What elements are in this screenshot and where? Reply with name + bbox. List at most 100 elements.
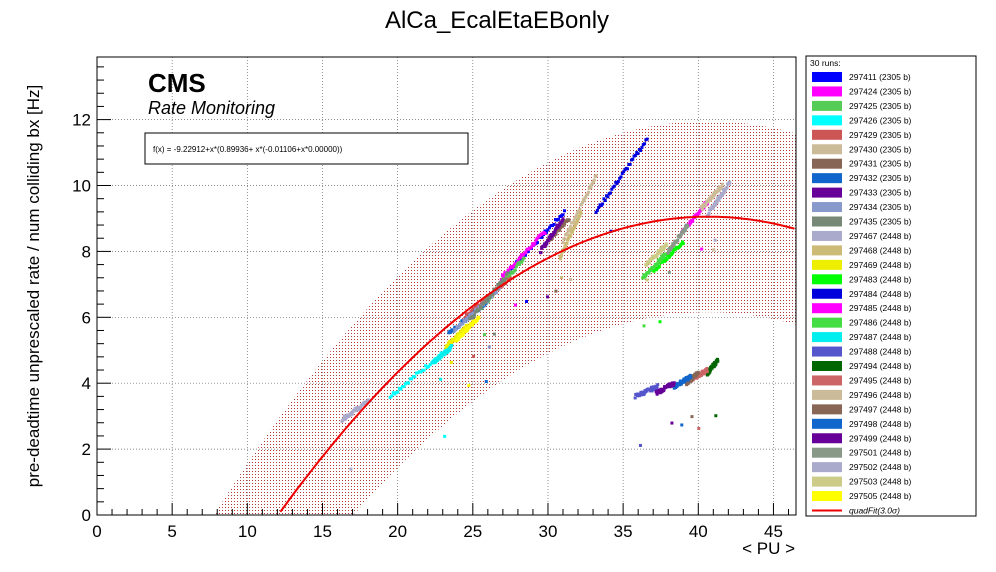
data-point bbox=[712, 364, 716, 368]
data-point bbox=[578, 214, 582, 218]
data-point bbox=[652, 386, 656, 390]
series-297499 bbox=[654, 381, 676, 425]
data-point bbox=[404, 382, 408, 386]
data-point bbox=[672, 383, 676, 387]
series-297484 bbox=[594, 137, 649, 233]
data-point bbox=[612, 184, 616, 188]
data-point bbox=[475, 310, 479, 314]
data-point bbox=[559, 276, 563, 280]
fit-curve-layer bbox=[279, 215, 795, 513]
series-297433 bbox=[538, 217, 565, 299]
data-point bbox=[725, 186, 729, 190]
data-point bbox=[675, 384, 679, 388]
data-point bbox=[439, 351, 443, 355]
data-point bbox=[697, 211, 701, 215]
data-point bbox=[483, 300, 487, 304]
data-point bbox=[586, 192, 590, 196]
legend-swatch bbox=[812, 361, 842, 371]
data-point bbox=[561, 241, 565, 245]
data-point bbox=[672, 243, 676, 247]
data-point bbox=[475, 318, 479, 322]
data-point bbox=[599, 204, 603, 208]
data-point bbox=[485, 299, 489, 303]
data-point bbox=[461, 322, 465, 326]
data-point bbox=[655, 254, 659, 258]
legend-entry: 297503 (2448 b) bbox=[849, 477, 912, 487]
legend-fit-entry: quadFit(3.0σ) bbox=[849, 506, 900, 516]
data-point bbox=[671, 250, 675, 254]
data-point bbox=[670, 421, 674, 425]
legend-swatch bbox=[812, 158, 842, 169]
data-point bbox=[642, 324, 646, 328]
data-point bbox=[603, 199, 607, 203]
data-point bbox=[449, 330, 453, 334]
data-point bbox=[502, 274, 506, 278]
data-point bbox=[440, 355, 444, 359]
data-point bbox=[468, 325, 472, 329]
data-point bbox=[717, 189, 721, 193]
data-point bbox=[488, 295, 492, 299]
data-point bbox=[400, 385, 404, 389]
data-point bbox=[390, 394, 394, 398]
y-tick-label: 2 bbox=[82, 440, 91, 459]
data-point bbox=[691, 219, 695, 223]
data-point bbox=[363, 400, 367, 404]
data-point bbox=[699, 372, 703, 376]
data-point bbox=[483, 333, 487, 337]
data-point bbox=[457, 325, 461, 329]
data-point bbox=[491, 292, 495, 296]
data-point bbox=[650, 389, 654, 393]
data-point bbox=[558, 222, 562, 226]
legend-entry: 297505 (2448 b) bbox=[849, 491, 912, 501]
legend-entry: 297431 (2305 b) bbox=[849, 159, 912, 169]
data-point bbox=[549, 224, 553, 228]
data-point bbox=[697, 426, 701, 430]
data-point bbox=[655, 386, 659, 390]
data-point bbox=[656, 252, 660, 256]
data-point bbox=[691, 377, 695, 381]
data-point bbox=[657, 265, 661, 269]
data-point bbox=[501, 277, 505, 281]
data-point bbox=[655, 384, 659, 388]
data-point bbox=[606, 195, 610, 199]
data-point bbox=[530, 245, 534, 249]
data-point bbox=[444, 347, 448, 351]
data-point bbox=[448, 348, 452, 352]
data-point bbox=[669, 246, 673, 250]
y-tick-label: 4 bbox=[82, 374, 91, 393]
data-point bbox=[674, 382, 678, 386]
data-point bbox=[633, 396, 637, 400]
data-point bbox=[545, 242, 549, 246]
data-point bbox=[427, 364, 431, 368]
data-point bbox=[619, 175, 623, 179]
fit-curve bbox=[279, 215, 795, 513]
data-point bbox=[708, 198, 712, 202]
data-point bbox=[469, 316, 473, 320]
data-point bbox=[419, 370, 423, 374]
data-point bbox=[571, 221, 575, 225]
data-point bbox=[350, 412, 354, 416]
data-point bbox=[425, 366, 429, 370]
data-point bbox=[446, 345, 450, 349]
legend-entry: 297432 (2305 b) bbox=[849, 173, 912, 183]
x-tick-label: 35 bbox=[614, 522, 633, 541]
data-point bbox=[560, 253, 564, 257]
data-point bbox=[543, 245, 547, 249]
data-point bbox=[473, 313, 477, 317]
x-tick-label: 30 bbox=[539, 522, 558, 541]
series-297502 bbox=[705, 180, 732, 242]
data-point bbox=[715, 189, 719, 193]
series-297494 bbox=[705, 357, 720, 418]
data-point bbox=[545, 295, 549, 299]
legend-swatch bbox=[812, 346, 842, 357]
data-point bbox=[500, 273, 504, 277]
legend-swatch bbox=[812, 202, 842, 213]
legend-swatch bbox=[812, 274, 842, 285]
data-point bbox=[520, 260, 524, 264]
data-point bbox=[720, 185, 724, 189]
data-point bbox=[569, 234, 573, 238]
y-tick-label: 8 bbox=[82, 242, 91, 261]
data-point bbox=[713, 203, 717, 207]
data-point bbox=[687, 223, 691, 227]
data-point bbox=[457, 337, 461, 341]
